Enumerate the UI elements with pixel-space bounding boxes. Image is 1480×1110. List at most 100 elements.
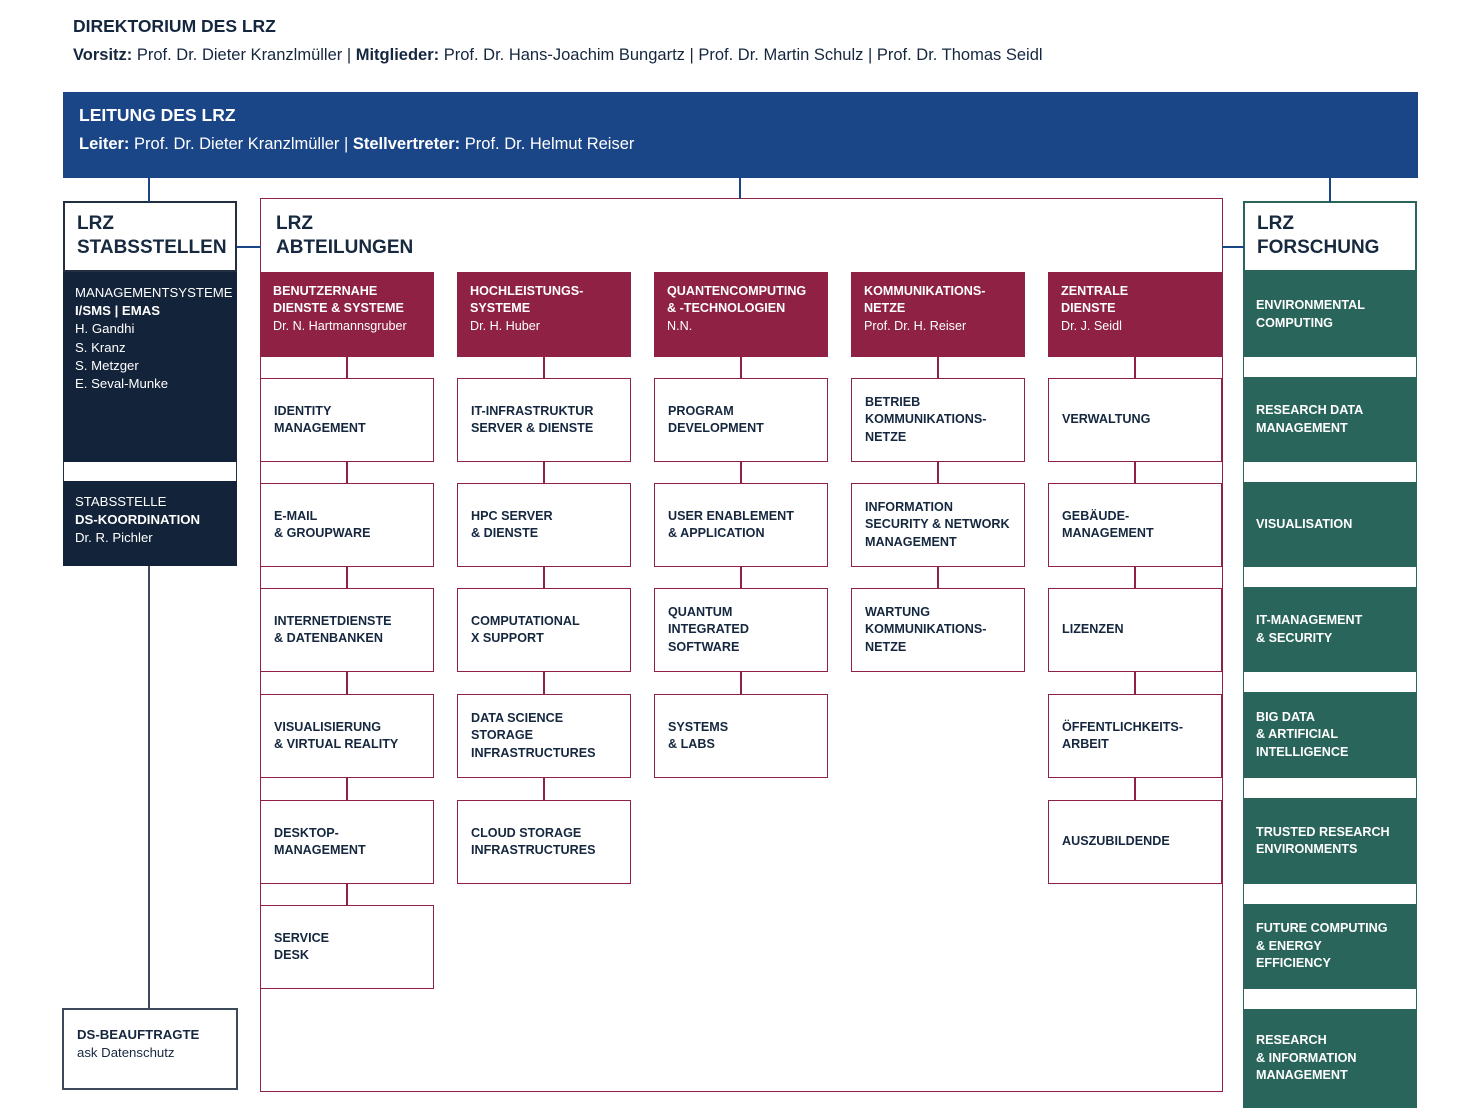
department-unit-box: COMPUTATIONAL X SUPPORT: [457, 588, 631, 672]
line-value: Prof. Dr. Hans-Joachim Bungartz | Prof. …: [439, 46, 1043, 64]
department-unit-box: USER ENABLEMENT & APPLICATION: [654, 483, 828, 567]
department-unit-box: QUANTUM INTEGRATED SOFTWARE: [654, 588, 828, 672]
stabsstellen-box-line: H. Gandhi: [75, 321, 135, 337]
ds-beauftragte-subtitle: ask Datenschutz: [77, 1045, 175, 1061]
connector-department-unit: [937, 567, 939, 588]
department-unit-box: GEBÄUDE- MANAGEMENT: [1048, 483, 1222, 567]
department-header: QUANTENCOMPUTING & -TECHNOLOGIEN N.N.: [654, 272, 828, 357]
connector-department-unit: [1134, 567, 1136, 588]
stabsstellen-box-line: Dr. R. Pichler: [75, 530, 153, 546]
ds-beauftragte-title: DS-BEAUFTRAGTE: [77, 1027, 200, 1042]
research-topic-box: VISUALISATION: [1243, 482, 1417, 567]
stabsstellen-box: MANAGEMENTSYSTEME I/SMS | EMAS H. Gandhi S.…: [63, 272, 237, 462]
connector-department-unit: [937, 357, 939, 378]
connector-department-unit: [740, 567, 742, 588]
department-header: HOCHLEISTUNGS- SYSTEME Dr. H. Huber: [457, 272, 631, 357]
connector-department-unit: [740, 357, 742, 378]
direktorium-title: DIREKTORIUM DES LRZ: [73, 16, 276, 36]
connector-department-unit: [543, 462, 545, 483]
department-lead-name: Dr. H. Huber: [470, 319, 540, 334]
research-topic-box: TRUSTED RESEARCH ENVIRONMENTS: [1243, 798, 1417, 884]
connector-department-unit: [346, 778, 348, 800]
department-unit-box: IDENTITY MANAGEMENT: [260, 378, 434, 462]
department-title: BENUTZERNAHE DIENSTE & SYSTEME: [273, 284, 404, 315]
connector-abteilungen-forschung: [1222, 246, 1244, 248]
stabsstellen-box-line: STABSSTELLE: [75, 494, 167, 509]
leitung-title: LEITUNG DES LRZ: [79, 105, 236, 125]
connector-department-unit: [1134, 357, 1136, 378]
connector-department-unit: [740, 672, 742, 694]
department-unit-box: HPC SERVER & DIENSTE: [457, 483, 631, 567]
department-unit-box: AUSZUBILDENDE: [1048, 800, 1222, 884]
connector-department-unit: [346, 884, 348, 905]
department-title: QUANTENCOMPUTING & -TECHNOLOGIEN: [667, 284, 807, 315]
connector-department-unit: [937, 462, 939, 483]
department-lead-name: Dr. J. Seidl: [1061, 319, 1122, 334]
department-header: ZENTRALE DIENSTE Dr. J. Seidl: [1048, 272, 1222, 357]
stabsstellen-box-line: E. Seval-Munke: [75, 376, 169, 392]
connector-department-unit: [543, 672, 545, 694]
department-unit-box: ÖFFENTLICHKEITS- ARBEIT: [1048, 694, 1222, 778]
ds-beauftragte-box: DS-BEAUFTRAGTE ask Datenschutz: [62, 1008, 238, 1090]
department-unit-box: SERVICE DESK: [260, 905, 434, 989]
leitung-members-line: Leiter: Prof. Dr. Dieter Kranzlmüller | …: [79, 135, 1402, 154]
research-topic-box: ENVIRONMENTAL COMPUTING: [1243, 272, 1417, 357]
leitung-bar: LEITUNG DES LRZ Leiter: Prof. Dr. Dieter…: [63, 92, 1418, 178]
connector-department-unit: [346, 672, 348, 694]
department-header: KOMMUNIKATIONS- NETZE Prof. Dr. H. Reiser: [851, 272, 1025, 357]
department-unit-box: E-MAIL & GROUPWARE: [260, 483, 434, 567]
department-lead-name: N.N.: [667, 319, 693, 334]
connector-department-unit: [1134, 778, 1136, 800]
connector-department-unit: [346, 357, 348, 378]
department-unit-box: VISUALISIERUNG & VIRTUAL REALITY: [260, 694, 434, 778]
line-value: Prof. Dr. Dieter Kranzlmüller |: [132, 46, 356, 64]
stabsstellen-box-line: S. Kranz: [75, 339, 126, 355]
line-label: Stellvertreter:: [352, 135, 461, 153]
department-unit-box: BETRIEB KOMMUNIKATIONS- NETZE: [851, 378, 1025, 462]
department-unit-box: WARTUNG KOMMUNIKATIONS- NETZE: [851, 588, 1025, 672]
department-unit-box: INFORMATION SECURITY & NETWORK MANAGEMEN…: [851, 483, 1025, 567]
connector-stabsstellen-dsbeauftragte: [148, 566, 150, 1009]
line-label: Leiter:: [79, 135, 130, 153]
line-label: Mitglieder:: [355, 46, 440, 64]
department-unit-box: IT-INFRASTRUKTUR SERVER & DIENSTE: [457, 378, 631, 462]
department-unit-box: DESKTOP- MANAGEMENT: [260, 800, 434, 884]
connector-department-unit: [1134, 672, 1136, 694]
connector-leitung-abteilungen: [739, 178, 741, 199]
connector-department-unit: [543, 357, 545, 378]
connector-leitung-stabsstellen: [148, 178, 150, 202]
department-title: HOCHLEISTUNGS- SYSTEME: [470, 284, 584, 315]
department-header: BENUTZERNAHE DIENSTE & SYSTEME Dr. N. Har…: [260, 272, 434, 357]
connector-department-unit: [346, 567, 348, 588]
department-title: KOMMUNIKATIONS- NETZE: [864, 284, 986, 315]
research-topic-box: IT-MANAGEMENT & SECURITY: [1243, 587, 1417, 672]
stabsstellen-box-line: I/SMS | EMAS: [75, 303, 161, 319]
research-topic-box: FUTURE COMPUTING & ENERGY EFFICIENCY: [1243, 904, 1417, 989]
forschung-header: LRZ FORSCHUNG: [1243, 201, 1417, 272]
connector-stabsstellen-abteilungen: [237, 246, 261, 248]
department-unit-box: VERWALTUNG: [1048, 378, 1222, 462]
connector-department-unit: [1134, 462, 1136, 483]
department-unit-box: LIZENZEN: [1048, 588, 1222, 672]
research-topic-box: RESEARCH & INFORMATION MANAGEMENT: [1243, 1009, 1417, 1108]
connector-department-unit: [543, 778, 545, 800]
connector-department-unit: [543, 567, 545, 588]
direktorium-members-line: Vorsitz: Prof. Dr. Dieter Kranzlmüller |…: [73, 46, 1043, 65]
stabsstellen-header: LRZ STABSSTELLEN: [63, 201, 237, 272]
department-unit-box: CLOUD STORAGE INFRASTRUCTURES: [457, 800, 631, 884]
abteilungen-header: LRZ ABTEILUNGEN: [276, 213, 414, 259]
department-unit-box: PROGRAM DEVELOPMENT: [654, 378, 828, 462]
line-value: Prof. Dr. Dieter Kranzlmüller |: [129, 135, 353, 153]
stabsstellen-box-line: MANAGEMENTSYSTEME: [75, 285, 233, 300]
stabsstellen-box-line: S. Metzger: [75, 357, 139, 373]
department-unit-box: DATA SCIENCE STORAGE INFRASTRUCTURES: [457, 694, 631, 778]
connector-department-unit: [740, 462, 742, 483]
department-lead-name: Dr. N. Hartmannsgruber: [273, 319, 407, 334]
connector-department-unit: [346, 462, 348, 483]
line-label: Vorsitz:: [73, 46, 133, 64]
department-unit-box: SYSTEMS & LABS: [654, 694, 828, 778]
department-lead-name: Prof. Dr. H. Reiser: [864, 319, 967, 334]
line-value: Prof. Dr. Helmut Reiser: [460, 135, 635, 153]
research-topic-box: RESEARCH DATA MANAGEMENT: [1243, 377, 1417, 462]
